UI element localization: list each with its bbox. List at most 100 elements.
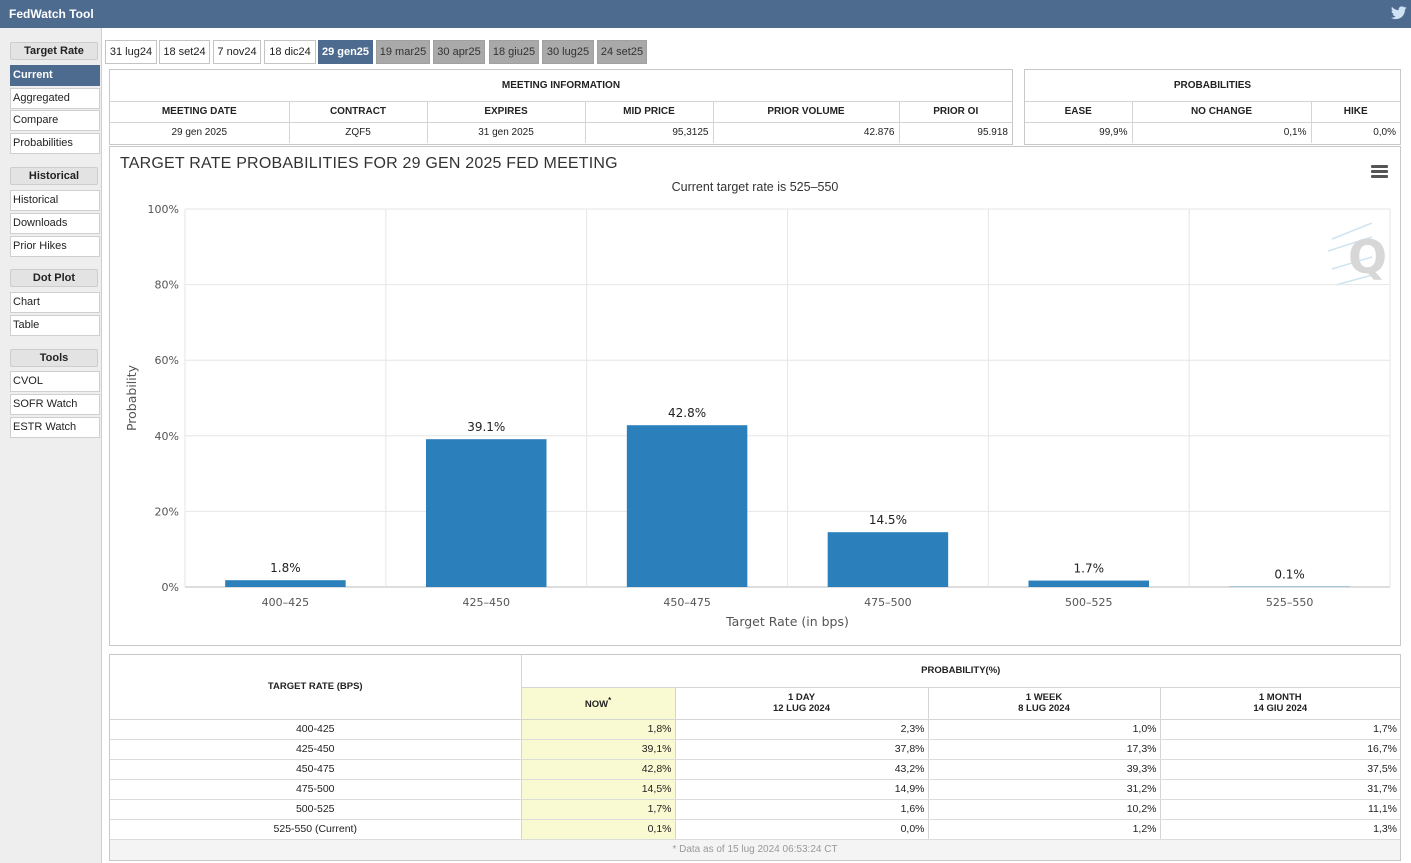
probability-cell: 0,0% xyxy=(674,819,928,840)
probability-cell: 14,5% xyxy=(520,779,675,800)
rate-cell: 500-525 xyxy=(110,799,521,820)
header-1-day: 1 DAY 12 LUG 2024 xyxy=(674,687,928,720)
x-tick-label: 400–425 xyxy=(262,596,310,609)
header-probability: PROBABILITY(%) xyxy=(520,655,1400,688)
prior-oi-value: 95.918 xyxy=(977,127,1008,139)
meeting-date-value: 29 gen 2025 xyxy=(110,122,290,143)
probability-cell: 14,9% xyxy=(674,779,928,800)
bar-chart: Q 0% 20% 40% 60% 80% 100% 1.8% 400–425 39.1% 425–4… xyxy=(124,203,1391,629)
chart-subtitle: Current target rate is 525–550 xyxy=(671,180,839,194)
expires-value: 31 gen 2025 xyxy=(427,122,586,143)
probability-cell: 1,3% xyxy=(1159,819,1400,840)
probability-cell: 43,2% xyxy=(674,759,928,780)
table-row: 425-450 39,1% 37,8% 17,3% 16,7% xyxy=(110,739,1400,760)
tab-18-giu25[interactable]: 18 giu25 xyxy=(489,40,539,64)
data-label: 39.1% xyxy=(467,420,505,434)
sidebar-item-current[interactable]: Current xyxy=(10,65,100,86)
probability-cell: 11,1% xyxy=(1159,799,1400,820)
probability-cell: 37,8% xyxy=(674,739,928,760)
sidebar-item-probabilities[interactable]: Probabilities xyxy=(10,133,100,154)
main-content: 31 lug24 18 set24 7 nov24 18 dic24 29 ge… xyxy=(102,28,1411,863)
tab-18-set24[interactable]: 18 set24 xyxy=(159,40,210,64)
now-footnote-marker: * xyxy=(608,695,612,705)
y-tick-label: 20% xyxy=(155,505,179,518)
tab-30-lug25[interactable]: 30 lug25 xyxy=(542,40,594,64)
probability-table-panel: TARGET RATE (BPS) PROBABILITY(%) NOW* 1 … xyxy=(109,654,1401,861)
x-tick-label: 525–550 xyxy=(1266,596,1314,609)
sidebar-item-table[interactable]: Table xyxy=(10,315,100,336)
probability-table: TARGET RATE (BPS) PROBABILITY(%) NOW* 1 … xyxy=(110,655,1400,840)
sidebar-header-historical: Historical xyxy=(10,167,98,185)
sidebar-header-dot-plot: Dot Plot xyxy=(10,269,98,287)
sidebar-item-cvol[interactable]: CVOL xyxy=(10,371,100,392)
meeting-info-panel: MEETING INFORMATION MEETING DATE CONTRAC… xyxy=(109,69,1013,145)
header-contract: CONTRACT xyxy=(289,102,428,123)
sidebar-item-estr-watch[interactable]: ESTR Watch xyxy=(10,417,100,438)
header-prior-oi: PRIOR OI xyxy=(899,102,1012,123)
header-ease: EASE xyxy=(1025,102,1133,123)
hike-value: 0,0% xyxy=(1373,127,1396,139)
bar xyxy=(1028,580,1149,587)
y-tick-label: 100% xyxy=(148,203,179,216)
x-tick-label: 475–500 xyxy=(864,596,912,609)
tab-29-gen25[interactable]: 29 gen25 xyxy=(318,40,373,64)
header-now: NOW* xyxy=(520,687,675,720)
probability-cell: 10,2% xyxy=(927,799,1160,820)
twitter-icon[interactable] xyxy=(1391,6,1407,20)
y-tick-label: 40% xyxy=(155,430,179,443)
table-row: 450-475 42,8% 43,2% 39,3% 37,5% xyxy=(110,759,1400,780)
sidebar-item-downloads[interactable]: Downloads xyxy=(10,213,100,234)
q-watermark-icon: Q xyxy=(1327,222,1387,286)
y-tick-label: 60% xyxy=(155,354,179,367)
tab-30-apr25[interactable]: 30 apr25 xyxy=(433,40,485,64)
data-label: 1.7% xyxy=(1074,562,1105,576)
table-row: 525-550 (Current) 0,1% 0,0% 1,2% 1,3% xyxy=(110,819,1400,840)
no-change-value: 0,1% xyxy=(1132,122,1312,143)
header-no-change: NO CHANGE xyxy=(1132,102,1312,123)
prior-volume-value: 42.876 xyxy=(713,122,900,143)
probability-cell: 0,1% xyxy=(520,819,675,840)
bar xyxy=(827,532,949,587)
svg-text:Q: Q xyxy=(1348,230,1387,284)
tab-7-nov24[interactable]: 7 nov24 xyxy=(213,40,261,64)
tab-31-lug24[interactable]: 31 lug24 xyxy=(105,40,157,64)
bar xyxy=(225,580,346,587)
sidebar-item-compare[interactable]: Compare xyxy=(10,110,100,131)
tab-24-set25[interactable]: 24 set25 xyxy=(597,40,647,64)
probability-cell: 42,8% xyxy=(520,759,675,780)
probability-cell: 16,7% xyxy=(1159,739,1400,760)
x-axis-title: Target Rate (in bps) xyxy=(725,614,849,629)
header-1-month: 1 MONTH 14 GIU 2024 xyxy=(1159,687,1400,720)
sidebar-item-historical[interactable]: Historical xyxy=(10,190,100,211)
data-timestamp-note: * Data as of 15 lug 2024 06:53:24 CT xyxy=(110,839,1400,860)
y-axis-title: Probability xyxy=(124,364,139,431)
table-row: 500-525 1,7% 1,6% 10,2% 11,1% xyxy=(110,799,1400,820)
sidebar-item-sofr-watch[interactable]: SOFR Watch xyxy=(10,394,100,415)
header-expires: EXPIRES xyxy=(427,102,586,123)
tab-19-mar25[interactable]: 19 mar25 xyxy=(376,40,430,64)
header-target-rate: TARGET RATE (BPS) xyxy=(110,655,521,720)
chart-menu-icon[interactable] xyxy=(1371,165,1388,179)
header-hike: HIKE xyxy=(1311,102,1400,123)
probability-cell: 17,3% xyxy=(927,739,1160,760)
sidebar-item-prior-hikes[interactable]: Prior Hikes xyxy=(10,236,100,257)
data-label: 14.5% xyxy=(869,513,907,527)
sidebar-header-target-rate: Target Rate xyxy=(10,42,98,60)
probability-cell: 1,8% xyxy=(520,719,675,740)
ease-value: 99,9% xyxy=(1025,122,1133,143)
tab-18-dic24[interactable]: 18 dic24 xyxy=(264,40,316,64)
rate-cell: 400-425 xyxy=(110,719,521,740)
probability-cell: 31,7% xyxy=(1159,779,1400,800)
sidebar-item-chart[interactable]: Chart xyxy=(10,292,100,313)
table-row: 475-500 14,5% 14,9% 31,2% 31,7% xyxy=(110,779,1400,800)
rate-cell: 425-450 xyxy=(110,739,521,760)
probability-cell: 1,0% xyxy=(927,719,1160,740)
probabilities-table: EASE NO CHANGE HIKE 99,9% 0,1% 0,0% xyxy=(1025,102,1400,143)
probabilities-title: PROBABILITIES xyxy=(1025,70,1400,102)
sidebar: Target Rate Current Aggregated Compare P… xyxy=(0,28,102,863)
chart-panel: TARGET RATE PROBABILITIES FOR 29 GEN 202… xyxy=(109,146,1401,646)
sidebar-header-tools: Tools xyxy=(10,349,98,367)
sidebar-item-aggregated[interactable]: Aggregated xyxy=(10,88,100,109)
probability-cell: 1,2% xyxy=(927,819,1160,840)
mid-price-value: 95,3125 xyxy=(585,122,714,143)
